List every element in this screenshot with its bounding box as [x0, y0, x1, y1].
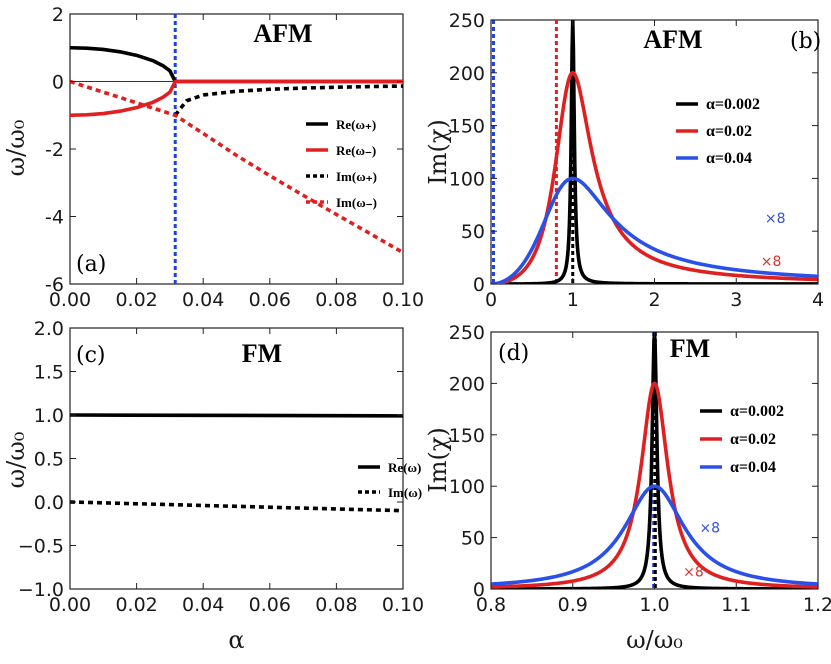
scale-annotation: ×8: [699, 520, 720, 536]
panel-title: FM: [670, 334, 710, 363]
plot-frame: [69, 327, 404, 590]
panel-label: (b): [790, 29, 821, 54]
plot-area: [491, 20, 818, 284]
x-tick-label: 0.04: [182, 289, 224, 311]
x-tick-label: 0.00: [49, 289, 91, 311]
x-tick-label: 0.10: [382, 289, 424, 311]
legend-label: α=0.02: [730, 431, 776, 448]
x-tick-label: 0.02: [115, 594, 157, 616]
y-tick-label: 150: [449, 116, 485, 138]
legend-label: α=0.04: [706, 150, 752, 167]
x-tick-label: 0.08: [315, 594, 357, 616]
x-tick-label: 0.10: [382, 594, 424, 616]
plot-area: [70, 14, 403, 284]
y-tick-label: 0: [52, 72, 64, 94]
y-tick-label: 200: [449, 373, 485, 395]
panel-title: FM: [242, 339, 282, 368]
y-axis-label: Im(χ): [424, 427, 452, 493]
legend-label: Re(ω₊): [336, 117, 376, 132]
legend-label: Re(ω₋): [336, 143, 376, 158]
panel-label: (d): [498, 341, 529, 366]
y-tick-label: −0.5: [18, 536, 64, 558]
y-tick-label: -4: [45, 207, 64, 229]
y-tick-label: 250: [449, 10, 485, 32]
x-tick-label: 0.06: [249, 289, 291, 311]
x-tick-label: 4: [812, 289, 824, 311]
legend-label: Im(ω₋): [336, 195, 377, 210]
x-tick-label: 0: [485, 289, 497, 311]
y-tick-label: 0: [473, 579, 485, 601]
panel-title: AFM: [253, 19, 312, 48]
panel-label: (a): [76, 252, 106, 277]
y-tick-label: 150: [449, 425, 485, 447]
series-line: [491, 484, 818, 586]
x-tick-label: 0.02: [115, 289, 157, 311]
y-tick-label: -2: [45, 139, 64, 161]
panel-label: (c): [76, 343, 106, 368]
series-line: [491, 70, 818, 284]
series-line: [70, 45, 403, 84]
y-tick-label: 1.0: [34, 405, 64, 427]
x-tick-label: 0.04: [182, 594, 224, 616]
panel-b: 0 1 2 3 4 0 50 100 150 200 250 α=0.002 α=0.02 α=0.04 ×…: [424, 10, 824, 311]
x-axis-label: ω/ω₀: [626, 626, 683, 654]
x-tick-label: 0.8: [476, 594, 506, 616]
x-tick-label: 1.2: [803, 594, 831, 616]
legend-label: α=0.04: [730, 459, 776, 476]
legend-label: α=0.02: [706, 123, 752, 140]
legend-label: α=0.002: [730, 403, 784, 420]
x-tick-label: 0.08: [315, 289, 357, 311]
x-tick-label: 2: [648, 289, 660, 311]
x-tick-label: 1: [567, 289, 579, 311]
y-tick-label: 0.0: [34, 492, 64, 514]
y-axis-label: ω/ω₀: [2, 432, 30, 489]
series-line: [491, 381, 818, 589]
legend-label: α=0.002: [706, 96, 760, 113]
x-tick-label: 0.06: [249, 594, 291, 616]
series-line: [70, 79, 403, 255]
panel-c: 0.00 0.02 0.04 0.06 0.08 0.10 2.0 1.5 1.0 0.5 0.0 −…: [2, 318, 424, 654]
series-line: [70, 500, 403, 513]
x-tick-label: 0.00: [49, 594, 91, 616]
legend-label: Im(ω₊): [336, 169, 377, 184]
series-line: [70, 413, 403, 418]
y-tick-label: −1.0: [18, 579, 64, 601]
x-tick-label: 0.9: [558, 594, 588, 616]
series-line: [491, 176, 818, 284]
legend-label: Im(ω): [388, 485, 422, 500]
scale-annotation: ×8: [761, 254, 782, 270]
y-tick-label: 2: [52, 4, 64, 26]
panel-a: 0.00 0.02 0.04 0.06 0.08 0.10 2 0 -2 -4 -6 Re(ω₊) Re…: [2, 4, 424, 311]
series-line: [491, 332, 818, 589]
panel-d: 0.8 0.9 1.0 1.1 1.2 0 50 100 150 200 250 α=0.002 α=0…: [424, 322, 831, 654]
y-tick-label: 100: [449, 476, 485, 498]
x-axis-label: α: [228, 626, 244, 654]
y-axis-label: ω/ω₀: [2, 120, 30, 177]
series-line: [70, 79, 403, 118]
panel-title: AFM: [643, 25, 702, 54]
series-line: [173, 84, 403, 117]
y-tick-label: 2.0: [34, 318, 64, 340]
y-tick-label: 100: [449, 168, 485, 190]
scale-annotation: ×8: [683, 565, 704, 581]
y-tick-label: -6: [45, 274, 64, 296]
legend-label: Re(ω): [388, 460, 421, 475]
y-tick-label: 50: [461, 528, 485, 550]
y-tick-label: 250: [449, 322, 485, 344]
y-tick-label: 50: [461, 221, 485, 243]
y-tick-label: 0.5: [34, 449, 64, 471]
x-tick-label: 3: [730, 289, 742, 311]
y-tick-label: 1.5: [34, 362, 64, 384]
x-tick-label: 1.0: [639, 594, 669, 616]
y-tick-label: 0: [473, 274, 485, 296]
plot-area: [70, 413, 403, 513]
x-tick-label: 1.1: [721, 594, 751, 616]
plot-area: [491, 332, 818, 589]
y-axis-label: Im(χ): [424, 119, 452, 185]
scale-annotation: ×8: [765, 211, 786, 227]
y-tick-label: 200: [449, 63, 485, 85]
